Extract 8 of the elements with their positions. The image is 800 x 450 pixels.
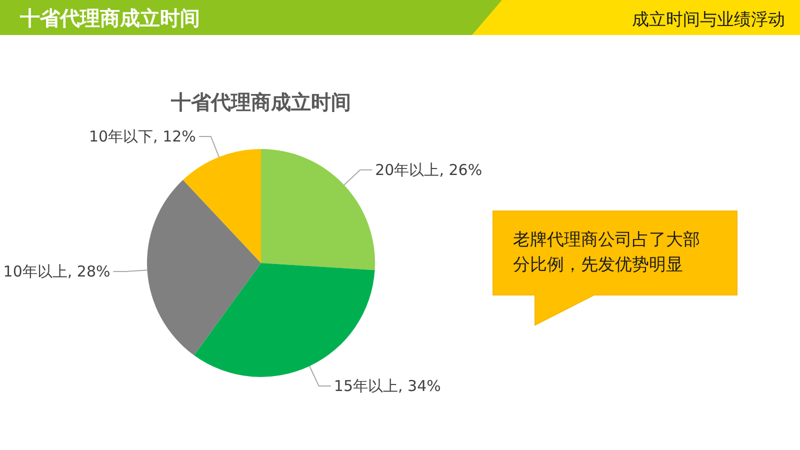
slice-label: 15年以上, 34% (334, 377, 441, 396)
slice-label: 20年以上, 26% (375, 160, 482, 179)
text: 老牌代理商公司占了大部分比例，先发优势明显 (513, 230, 700, 275)
slice-label: 10年以下, 12% (88, 128, 196, 146)
slice-label: 10年以上, 28% (3, 262, 110, 281)
text: 成立时间与业绩浮动 (632, 10, 785, 30)
chart-title: 十省代理商成立时间 (170, 90, 351, 114)
text: 十省代理商成立时间 (19, 6, 200, 30)
